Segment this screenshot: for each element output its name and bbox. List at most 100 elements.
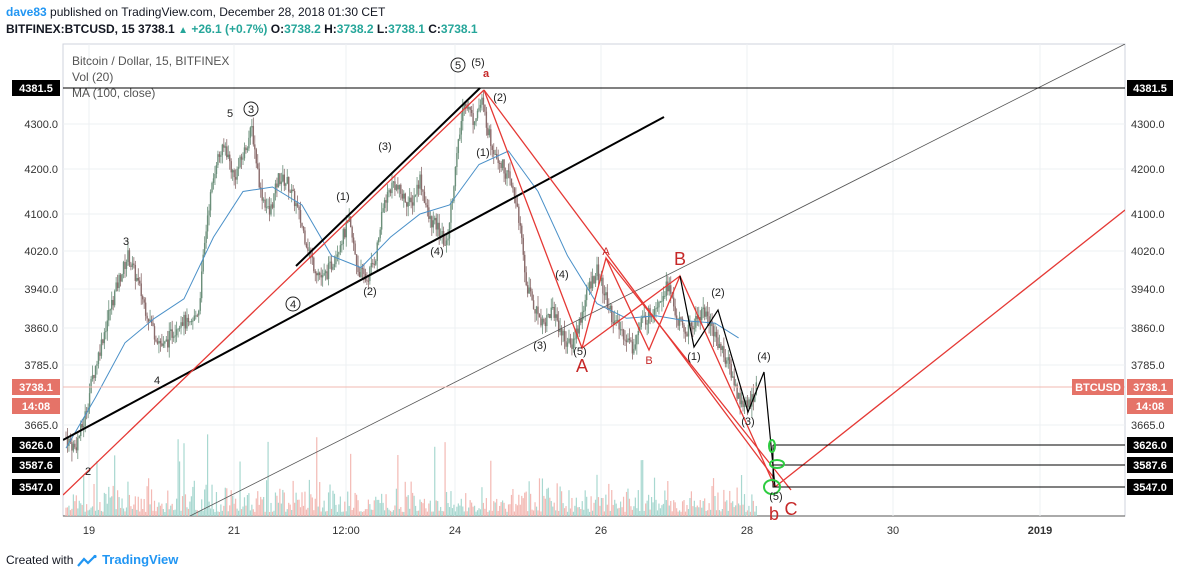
symbol-text: BITFINEX:BTCUSD, 15 — [6, 22, 135, 36]
candle-body — [158, 340, 160, 344]
volume-bar — [296, 499, 299, 516]
volume-bar — [325, 511, 327, 516]
volume-bar — [119, 507, 122, 516]
volume-bar — [97, 509, 100, 516]
drawing-tools[interactable] — [63, 44, 1125, 516]
candle-body — [172, 336, 175, 338]
y-tick-label-right: 3665.0 — [1131, 420, 1165, 432]
candle-body — [327, 263, 330, 279]
volume-bar — [254, 511, 256, 516]
candle-body — [190, 320, 193, 322]
candle-body — [428, 207, 430, 219]
volume-bar — [398, 508, 400, 516]
volume-bar — [465, 493, 467, 516]
candle-body — [196, 315, 198, 317]
volume-bar — [322, 507, 324, 516]
candle-body — [344, 229, 346, 238]
candle-body — [630, 340, 632, 342]
candle-body — [538, 314, 541, 318]
candle-body — [432, 220, 434, 228]
candle-body — [206, 215, 209, 232]
candle-body — [234, 177, 237, 180]
volume-bar — [173, 510, 175, 516]
candle-body — [121, 273, 123, 282]
ohlc-bar: BITFINEX:BTCUSD, 15 3738.1 ▲ +26.1 (+0.7… — [6, 22, 478, 36]
candle-body — [258, 168, 260, 188]
volume-bar — [591, 510, 594, 516]
candle-body — [494, 153, 496, 155]
author-name[interactable]: dave83 — [6, 5, 47, 19]
volume-bar — [134, 496, 136, 516]
volume-bar — [438, 510, 440, 516]
x-tick-label: 21 — [228, 525, 240, 537]
candle-body — [231, 170, 234, 173]
candle-body — [732, 376, 734, 378]
volume-bar — [227, 511, 229, 516]
candle-body — [524, 254, 526, 273]
volume-bar — [646, 500, 648, 516]
volume-bar — [252, 509, 254, 516]
volume-bar — [561, 491, 563, 516]
candle-body — [701, 308, 703, 321]
candle-body — [503, 159, 505, 174]
candle-body — [597, 264, 600, 280]
volume-bar — [522, 498, 524, 516]
candle-body — [611, 305, 613, 323]
volume-bar — [624, 511, 626, 516]
candle-body — [462, 107, 464, 122]
candle-body — [528, 287, 530, 294]
green-marker — [763, 479, 781, 495]
volume-bar — [711, 486, 713, 516]
candle-body — [618, 319, 620, 330]
candle-body — [574, 338, 576, 340]
candle-body — [426, 205, 429, 208]
tradingview-brand[interactable]: TradingView — [102, 552, 179, 567]
candle-body — [609, 305, 611, 310]
price-tag-3587-right: 3587.6 — [1133, 460, 1167, 472]
volume-bar — [568, 490, 570, 516]
volume-bar — [273, 510, 275, 516]
candle-body — [678, 317, 681, 326]
volume-bar — [366, 509, 368, 516]
volume-bar — [481, 487, 483, 516]
y-tick-label-left: 3665.0 — [24, 420, 58, 432]
candle-body — [97, 352, 100, 365]
candle-body — [447, 238, 449, 241]
high-value: 3738.2 — [336, 22, 374, 36]
candle-body — [408, 197, 411, 203]
candle-body — [593, 276, 595, 284]
volume-bar — [593, 502, 595, 516]
candle-body — [507, 170, 510, 172]
candle-body — [522, 237, 524, 255]
candle-body — [240, 156, 243, 160]
candle-body — [220, 155, 222, 157]
candle-body — [501, 159, 504, 168]
volume-bar — [176, 498, 178, 516]
candle-body — [360, 268, 362, 278]
candle-body — [451, 201, 454, 203]
volume-bar — [294, 502, 296, 516]
volume-bar — [220, 504, 222, 516]
candle-body — [729, 357, 731, 364]
candle-body — [644, 315, 647, 325]
volume-bar — [622, 496, 625, 516]
volume-bar — [577, 507, 579, 516]
candle-body — [670, 285, 672, 294]
volume-bar — [600, 497, 603, 516]
x-tick-label: 28 — [741, 525, 753, 537]
wave-label-circled: 4 — [290, 299, 296, 311]
volume-bar — [606, 504, 608, 516]
candle-body — [718, 344, 721, 349]
volume-bar — [566, 511, 569, 516]
volume-bar — [440, 506, 442, 516]
candle-body — [653, 309, 656, 315]
volume-bar — [316, 437, 318, 516]
candle-body — [755, 382, 757, 395]
volume-bar — [578, 507, 580, 516]
volume-bar — [112, 485, 114, 516]
candle-body — [673, 297, 675, 307]
candle-body — [116, 282, 119, 289]
volume-bar — [752, 500, 754, 516]
volume-bar — [482, 502, 485, 516]
